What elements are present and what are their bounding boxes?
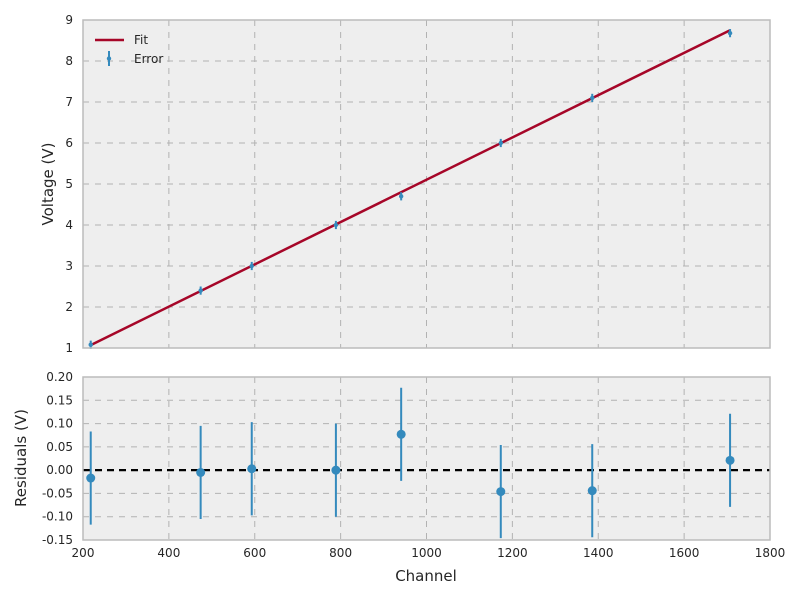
residuals-y-tick-label: 0.20 bbox=[46, 370, 73, 384]
channel-x-tick-label: 200 bbox=[72, 546, 95, 560]
residuals-y-axis-label: Residuals (V) bbox=[12, 409, 30, 507]
residuals-y-ticks: -0.15 -0.10 -0.05 0.00 0.05 0.10 0.15 0.20 bbox=[42, 370, 73, 547]
residual-point bbox=[587, 486, 597, 496]
residuals-y-tick-label: 0.10 bbox=[46, 417, 73, 431]
voltage-plot-frame bbox=[82, 19, 771, 349]
voltage-data-point bbox=[727, 30, 733, 36]
legend: Fit Error bbox=[95, 33, 163, 66]
residuals-series bbox=[86, 387, 735, 539]
legend-error-swatch bbox=[106, 51, 112, 66]
voltage-y-tick-label: 4 bbox=[65, 218, 73, 232]
residual-point bbox=[86, 473, 96, 483]
channel-x-tick-label: 1800 bbox=[755, 546, 786, 560]
voltage-data-point bbox=[498, 140, 503, 146]
voltage-data-point bbox=[249, 263, 254, 269]
residuals-y-tick-label: 0.05 bbox=[46, 440, 73, 454]
channel-x-tick-label: 1600 bbox=[669, 546, 700, 560]
voltage-y-tick-label: 9 bbox=[65, 13, 73, 27]
voltage-data-point bbox=[198, 288, 203, 293]
residual-point bbox=[496, 487, 506, 497]
residuals-y-tick-label: 0.00 bbox=[46, 463, 73, 477]
voltage-data-point bbox=[398, 194, 404, 199]
fit-line bbox=[90, 29, 731, 347]
channel-x-tick-label: 1000 bbox=[411, 546, 442, 560]
voltage-y-tick-label: 8 bbox=[65, 54, 73, 68]
channel-x-tick-label: 600 bbox=[243, 546, 266, 560]
legend-error-label: Error bbox=[134, 52, 163, 66]
channel-x-tick-label: 800 bbox=[329, 546, 352, 560]
voltage-series bbox=[88, 29, 733, 349]
channel-x-ticks: 200 400 600 800 1000 1200 1400 1600 1800 bbox=[72, 546, 786, 560]
voltage-data-point bbox=[88, 342, 93, 347]
residuals-y-tick-label: -0.10 bbox=[42, 510, 73, 524]
voltage-y-tick-label: 2 bbox=[65, 300, 73, 314]
residuals-y-tick-label: -0.05 bbox=[42, 486, 73, 500]
voltage-y-tick-label: 1 bbox=[65, 341, 73, 355]
voltage-data-point bbox=[590, 95, 595, 101]
residuals-panel: -0.15 -0.10 -0.05 0.00 0.05 0.10 0.15 0.20 200 4… bbox=[12, 370, 785, 585]
voltage-panel: 1 2 3 4 5 6 7 8 9 Voltage (V) Fit Error bbox=[39, 13, 771, 355]
residual-point bbox=[331, 465, 341, 475]
voltage-y-tick-label: 7 bbox=[65, 95, 73, 109]
legend-fit-label: Fit bbox=[134, 33, 148, 47]
voltage-y-tick-label: 3 bbox=[65, 259, 73, 273]
voltage-data-point bbox=[333, 222, 339, 228]
voltage-y-tick-label: 6 bbox=[65, 136, 73, 150]
residual-point bbox=[396, 429, 406, 439]
residuals-y-tick-label: 0.15 bbox=[46, 393, 73, 407]
voltage-y-axis-label: Voltage (V) bbox=[39, 143, 57, 226]
voltage-y-tick-label: 5 bbox=[65, 177, 73, 191]
voltage-y-ticks: 1 2 3 4 5 6 7 8 9 bbox=[65, 13, 73, 355]
residual-point bbox=[196, 467, 206, 477]
channel-x-tick-label: 1200 bbox=[497, 546, 528, 560]
residual-point bbox=[247, 464, 257, 474]
residual-point bbox=[725, 455, 735, 465]
channel-x-tick-label: 1400 bbox=[583, 546, 614, 560]
residuals-y-tick-label: -0.15 bbox=[42, 533, 73, 547]
residuals-plot-frame bbox=[82, 376, 771, 541]
channel-x-tick-label: 400 bbox=[157, 546, 180, 560]
channel-x-axis-label: Channel bbox=[395, 567, 457, 585]
